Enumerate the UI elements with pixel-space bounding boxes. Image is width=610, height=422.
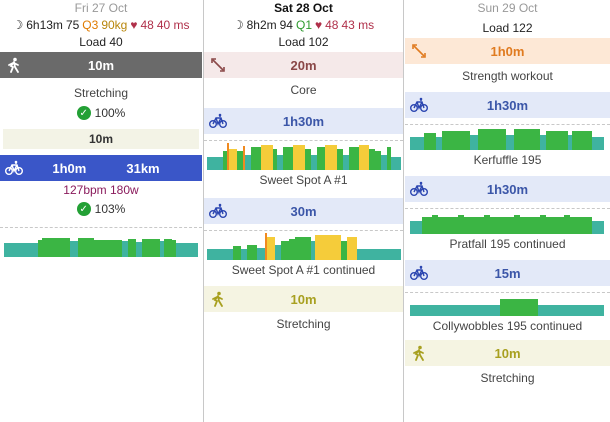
hr-power: 127bpm 180w [63,183,139,197]
workout-title[interactable]: Kerfuffle 195 [473,153,542,167]
workout-distance: 31km [126,160,160,176]
workout-compliance: ✓ 103% [0,199,202,219]
walk-icon [209,290,227,308]
day-column-fri: Fri 27 Oct ☽ 6h13m 75 Q3 90kg ♥ 48 40 ms… [0,0,202,422]
power-profile-chart [410,129,604,150]
power-profile-chart [410,299,604,316]
heart-icon: ♥ [315,18,323,32]
hrv-ms: 40 ms [156,18,190,32]
workout-band-ride[interactable]: 1h30m [405,92,610,118]
planned-duration-band[interactable]: 10m [3,129,199,149]
weight: 90kg [101,18,128,32]
workout-title[interactable]: Collywobbles 195 continued [432,319,583,333]
heart-icon: ♥ [130,18,138,32]
day-date: Sat 28 Oct [274,1,333,15]
day-load: Load 122 [482,21,533,35]
workout-duration: 10m [494,345,521,361]
power-profile [405,208,610,234]
power-profile [0,227,202,257]
workout-title[interactable]: Sweet Spot A #1 continued [231,263,376,277]
workout-duration: 1h30m [486,97,529,113]
bike-icon [410,264,428,282]
workout-title[interactable]: Sweet Spot A #1 [259,173,348,187]
moon-icon: ☽ [12,18,24,32]
workout-band-core[interactable]: 20m [204,52,403,78]
day-date: Sun 29 Oct [477,1,538,15]
workout-compliance: ✓ 100% [0,103,202,123]
day-date: Fri 27 Oct [74,1,128,15]
moon-icon: ☽ [232,18,244,32]
wellness-metrics: ☽ 8h2m 94 Q1 ♥ 48 43 ms [204,16,403,34]
power-profile-chart [207,233,401,260]
walk-icon [410,344,428,362]
hrv-value: 94 [279,18,293,32]
sleep-quality: Q1 [295,18,312,32]
power-profile [204,140,403,170]
workout-title[interactable]: Core [290,83,317,97]
workout-duration: 10m [290,291,317,307]
workout-duration: 10m [87,57,115,73]
resting-hr: 48 [325,18,339,32]
sleep-quality: Q3 [82,18,99,32]
workout-duration: 1h0m [52,160,87,176]
day-column-sat: Sat 28 Oct ☽ 8h2m 94 Q1 ♥ 48 43 ms Load … [203,0,404,422]
workout-duration: 1h30m [282,113,325,129]
resting-hr: 48 [140,18,154,32]
workout-band-ride[interactable]: 1h30m [204,108,403,134]
day-column-sun: Sun 29 Oct Load 122 1h0m Strength workou… [405,0,610,422]
check-icon: ✓ [76,202,91,216]
workout-band-stretching[interactable]: 10m [405,340,610,366]
workout-duration: 1h30m [486,181,529,197]
workout-band-ride[interactable]: 15m [405,260,610,286]
sleep-time: 6h13m [26,18,63,32]
hrv-ms: 43 ms [341,18,375,32]
bike-icon [410,180,428,198]
bike-icon [410,96,428,114]
workout-duration: 1h0m [490,43,525,59]
workout-band-stretching[interactable]: 10m [204,286,403,312]
power-profile [405,292,610,316]
power-profile-chart [207,143,401,170]
bike-icon [209,202,227,220]
check-icon: ✓ [76,106,91,120]
power-profile [204,230,403,260]
workout-title[interactable]: Strength workout [462,69,553,83]
workout-band-ride[interactable]: 1h0m 31km [0,155,202,181]
bike-icon [209,112,227,130]
workout-duration: 15m [494,265,521,281]
workout-title[interactable]: Stretching [73,86,129,100]
hrv-value: 75 [65,18,80,32]
power-profile [405,124,610,150]
strength-icon [410,42,428,60]
workout-band-ride[interactable]: 1h30m [405,176,610,202]
workout-title[interactable]: Pratfall 195 continued [449,237,566,251]
sleep-time: 8h2m [246,18,277,32]
workout-title[interactable]: Stretching [480,371,535,385]
workout-duration: 20m [290,57,317,73]
workout-duration: 30m [290,203,317,219]
workout-band-stretching[interactable]: 10m [0,52,202,78]
strength-icon [209,56,227,74]
day-load: Load 102 [278,35,329,49]
bike-icon [5,159,23,177]
power-profile-chart [4,238,198,257]
wellness-metrics: ☽ 6h13m 75 Q3 90kg ♥ 48 40 ms [0,16,202,34]
power-profile-chart [410,215,604,234]
workout-title[interactable]: Stretching [276,317,331,331]
day-load: Load 40 [79,35,123,49]
workout-band-ride[interactable]: 30m [204,198,403,224]
walk-icon [5,56,23,74]
workout-band-strength[interactable]: 1h0m [405,38,610,64]
